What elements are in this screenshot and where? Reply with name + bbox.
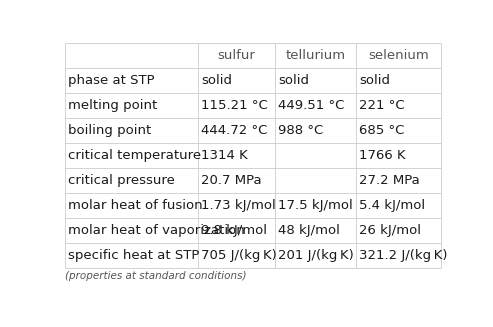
Text: 27.2 MPa: 27.2 MPa (359, 174, 420, 187)
Text: molar heat of fusion: molar heat of fusion (68, 199, 202, 212)
Text: 449.51 °C: 449.51 °C (278, 99, 345, 112)
Text: 20.7 MPa: 20.7 MPa (201, 174, 262, 187)
Text: solid: solid (201, 74, 232, 87)
Text: 1766 K: 1766 K (359, 149, 406, 162)
Text: 444.72 °C: 444.72 °C (201, 124, 268, 137)
Text: 321.2 J/(kg K): 321.2 J/(kg K) (359, 250, 448, 262)
Text: selenium: selenium (368, 49, 429, 62)
Text: 1314 K: 1314 K (201, 149, 248, 162)
Text: 988 °C: 988 °C (278, 124, 323, 137)
Text: critical pressure: critical pressure (68, 174, 175, 187)
Text: 221 °C: 221 °C (359, 99, 405, 112)
Text: 705 J/(kg K): 705 J/(kg K) (201, 250, 277, 262)
Text: phase at STP: phase at STP (68, 74, 154, 87)
Text: boiling point: boiling point (68, 124, 151, 137)
Text: sulfur: sulfur (218, 49, 256, 62)
Text: 17.5 kJ/mol: 17.5 kJ/mol (278, 199, 353, 212)
Text: critical temperature: critical temperature (68, 149, 201, 162)
Text: 115.21 °C: 115.21 °C (201, 99, 268, 112)
Text: 685 °C: 685 °C (359, 124, 404, 137)
Text: 26 kJ/mol: 26 kJ/mol (359, 224, 421, 237)
Text: (properties at standard conditions): (properties at standard conditions) (65, 271, 246, 281)
Text: melting point: melting point (68, 99, 157, 112)
Text: 201 J/(kg K): 201 J/(kg K) (278, 250, 354, 262)
Text: 5.4 kJ/mol: 5.4 kJ/mol (359, 199, 425, 212)
Text: 9.8 kJ/mol: 9.8 kJ/mol (201, 224, 267, 237)
Text: solid: solid (278, 74, 309, 87)
Text: molar heat of vaporization: molar heat of vaporization (68, 224, 245, 237)
Text: 1.73 kJ/mol: 1.73 kJ/mol (201, 199, 276, 212)
Text: solid: solid (359, 74, 390, 87)
Text: specific heat at STP: specific heat at STP (68, 250, 199, 262)
Text: 48 kJ/mol: 48 kJ/mol (278, 224, 340, 237)
Text: tellurium: tellurium (285, 49, 346, 62)
